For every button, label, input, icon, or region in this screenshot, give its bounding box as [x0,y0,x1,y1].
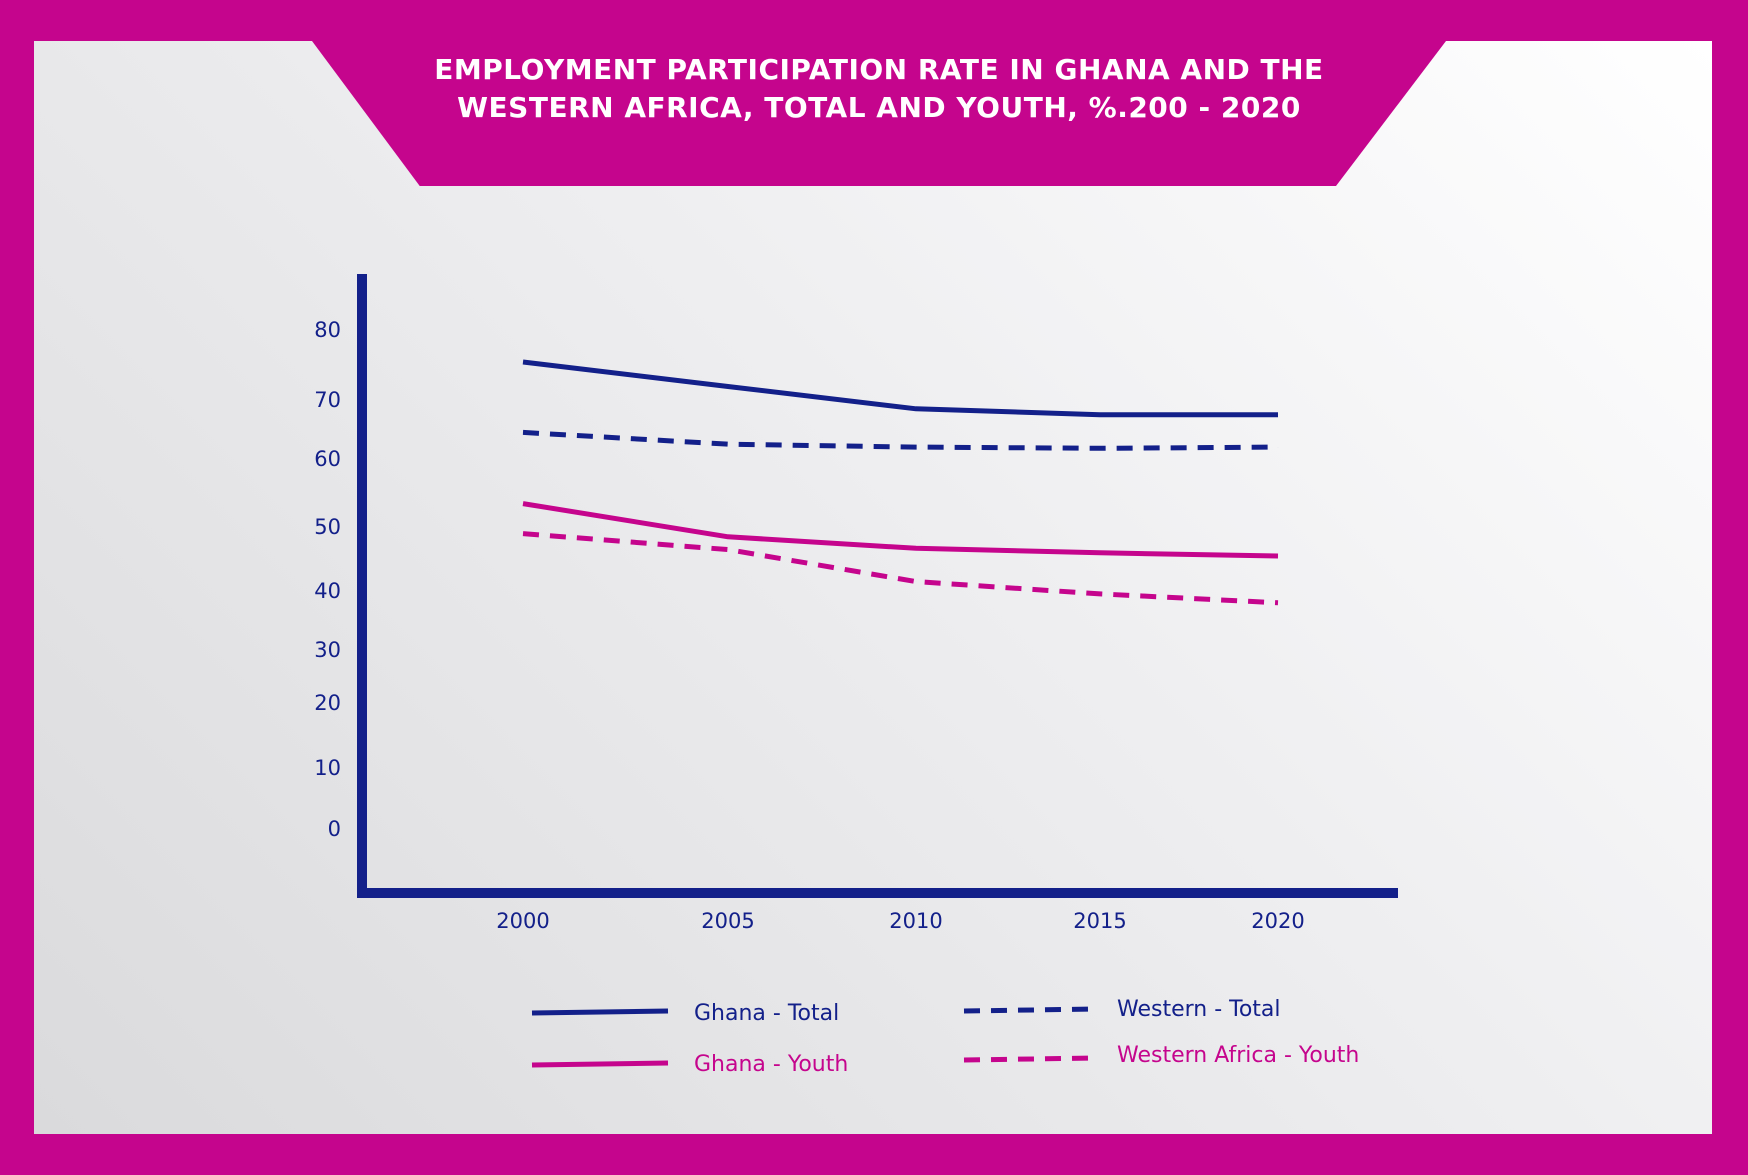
legend-swatch-2 [531,1060,669,1068]
y-tick-label: 40 [314,579,341,603]
legend-swatch-1 [963,1006,1097,1014]
legend-label-1: Western - Total [1117,997,1281,1022]
y-tick-label: 20 [314,691,341,715]
y-tick-label: 80 [314,318,341,342]
y-tick-label: 30 [314,638,341,662]
series-line-2 [522,501,1279,559]
series-line-0 [522,359,1278,418]
legend-label-0: Ghana - Total [694,1001,839,1026]
line-chart: 0 10 20 30 40 50 60 70 80 2000 2005 2010 2015 2020 Gha… [314,274,1398,1077]
legend-swatch-3 [963,1055,1097,1063]
y-tick-label: 70 [314,388,341,412]
series-line-3 [522,531,1279,606]
legend-swatch-0 [531,1008,669,1016]
legend-label-2: Ghana - Youth [694,1052,848,1077]
x-tick-label: 2005 [701,909,754,933]
legend-label-3: Western Africa - Youth [1117,1043,1359,1068]
y-tick-label: 60 [314,447,341,471]
chart-title: EMPLOYMENT PARTICIPATION RATE IN GHANA A… [434,53,1324,124]
y-tick-label: 0 [328,817,341,841]
series-line-1 [522,429,1279,451]
y-tick-label: 10 [314,756,341,780]
x-tick-label: 2020 [1251,909,1304,933]
x-tick-label: 2015 [1073,909,1126,933]
x-tick-label: 2010 [889,909,942,933]
title-banner: EMPLOYMENT PARTICIPATION RATE IN GHANA A… [312,41,1446,186]
x-tick-label: 2000 [496,909,549,933]
y-tick-label: 50 [314,515,341,539]
chart-panel: EMPLOYMENT PARTICIPATION RATE IN GHANA A… [34,41,1712,1134]
